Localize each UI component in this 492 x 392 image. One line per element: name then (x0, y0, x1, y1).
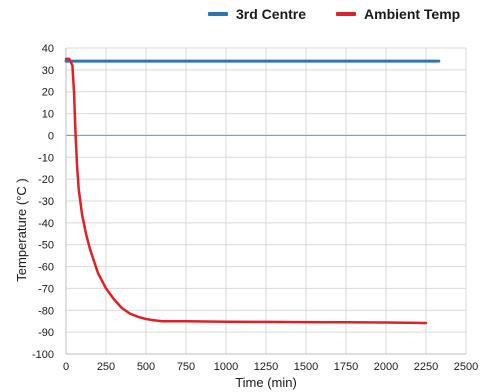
x-tick-label: 1750 (334, 361, 358, 373)
y-axis-label: Temperature (°C ) (14, 178, 29, 281)
y-tick-labels: 40 30 20 10 0 -10 -20 -30 -40 -50 -60 -70 -80 -90 -100 (32, 43, 54, 361)
y-tick-label: -60 (38, 262, 54, 274)
y-tick-label: -20 (38, 174, 54, 186)
x-tick-label: 2250 (414, 361, 438, 373)
x-tick-label: 750 (177, 361, 195, 373)
x-tick-label: 1250 (254, 361, 278, 373)
x-tick-label: 1500 (294, 361, 318, 373)
y-tick-label: 30 (42, 65, 54, 77)
x-tick-label: 2500 (454, 361, 478, 373)
x-tick-label: 0 (63, 361, 69, 373)
y-tick-label: 40 (42, 43, 54, 55)
x-tick-label: 2000 (374, 361, 398, 373)
x-tick-labels: 0 250 500 750 1000 1250 1500 1750 2000 2250 2500 (63, 361, 478, 373)
legend-label-3rd-centre: 3rd Centre (236, 6, 307, 22)
legend-label-ambient-temp: Ambient Temp (364, 6, 461, 22)
legend-item-3rd-centre: 3rd Centre (208, 6, 306, 22)
axes (65, 48, 466, 355)
x-axis-label: Time (min) (235, 375, 297, 390)
y-tick-label: -50 (38, 240, 54, 252)
legend-item-ambient-temp: Ambient Temp (336, 6, 460, 22)
x-tick-label: 1000 (214, 361, 238, 373)
y-tick-label: -90 (38, 327, 54, 339)
y-tick-label: 0 (48, 130, 54, 142)
x-tick-label: 250 (97, 361, 115, 373)
y-tick-label: -30 (38, 196, 54, 208)
y-tick-label: -40 (38, 218, 54, 230)
y-tick-label: -100 (32, 349, 54, 361)
series-lines (64, 57, 441, 325)
y-tick-label: 10 (42, 109, 54, 121)
y-tick-label: -10 (38, 152, 54, 164)
x-tick-label: 500 (137, 361, 155, 373)
y-tick-label: -80 (38, 305, 54, 317)
legend-swatch-ambient-temp (336, 12, 357, 16)
legend: 3rd Centre Ambient Temp (208, 6, 460, 22)
y-tick-label: -70 (38, 283, 54, 295)
series-line-1 (64, 57, 428, 325)
y-tick-label: 20 (42, 87, 54, 99)
legend-swatch-3rd-centre (208, 12, 228, 16)
gridlines (65, 47, 467, 355)
